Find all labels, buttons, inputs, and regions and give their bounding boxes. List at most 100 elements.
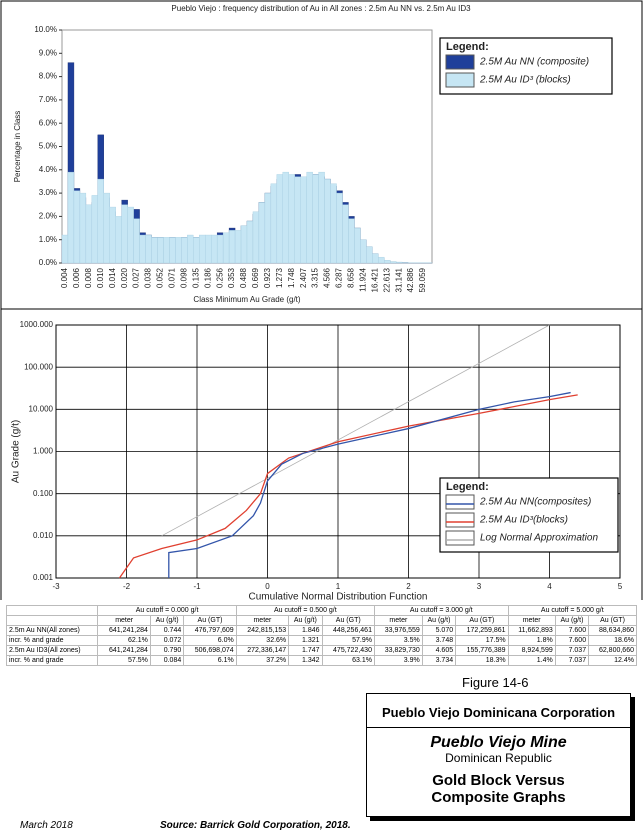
table-cell: meter [235,615,290,626]
x-tick-label: 0 [265,582,270,591]
table-cell: 0.084 [149,655,185,666]
bar [115,216,122,264]
table-row: incr. % and grade 57.5% 0.084 6.1% 37.2% 1.34… [5,655,637,666]
y-tick-label: 1.000 [33,447,54,456]
x-tick-label: 0.186 [203,267,212,288]
title-line: Gold Block Versus [432,772,565,790]
table-cell: 475,722,430 [321,645,375,656]
date: March 2018 [20,820,73,831]
table-cell: meter [507,615,556,626]
table-cell: 63.1% [321,655,375,666]
table-cell: Au cutoff = 0.500 g/t [235,605,375,616]
bar [342,204,349,264]
table-row: meter Au (g/t) Au (GT) meter Au (g/t) Au (GT)… [5,615,637,626]
bar [222,232,230,264]
table-cell: 11,662,893 [507,625,556,636]
x-tick-label: 5 [618,582,623,591]
x-tick-label: 59.059 [418,267,427,292]
y-tick-label: 0.010 [33,531,54,540]
bar [318,171,325,264]
bar [312,174,319,264]
bar [390,261,397,264]
bar [157,237,164,264]
table-cell: Au (GT) [455,615,509,626]
x-tick-label: 22.613 [382,267,391,292]
bar [276,174,284,264]
bar [121,204,128,264]
table-cell: 1.321 [288,635,323,646]
table-cell: Au (g/t) [421,615,457,626]
x-tick-label: 11.924 [358,267,367,291]
bar [216,234,224,264]
table-cell: 476,797,609 [183,625,237,636]
y-tick-label: 1.0% [39,235,57,244]
table-cell [5,605,99,616]
x-tick-label: 0.923 [263,267,272,288]
bar [175,237,182,264]
table-row: 2.5m Au ID3(All zones) 641,241,284 0.790 50… [5,645,637,656]
table-cell: 448,256,461 [321,625,375,636]
bar [91,195,99,264]
x-tick-label: 0.135 [191,267,200,288]
bar [264,192,272,264]
table-cell: 6.1% [183,655,237,666]
table-cell: 57.5% [97,655,151,666]
table-cell: Au (GT) [588,615,637,626]
series-line [161,324,550,537]
bar [384,260,391,264]
table-cell: 18.3% [455,655,509,666]
y-tick-label: 0.0% [39,258,57,267]
y-tick-label: 6.0% [39,118,57,127]
x-tick-label: 0.027 [132,267,141,288]
x-tick-label: 0.020 [120,267,129,288]
source: Source: Barrick Gold Corporation, 2018. [160,820,351,831]
y-tick-label: 10.000 [29,404,54,413]
table-cell: 506,698,074 [183,645,237,656]
table-cell: incr. % and grade [5,635,99,646]
y-tick-label: 8.0% [39,72,57,81]
bar [79,192,87,264]
table-cell: Au (g/t) [554,615,590,626]
y-tick-label: 10.0% [34,25,57,34]
bar [330,183,337,264]
y-tick-label: 1000.000 [20,320,54,329]
bar [169,237,176,264]
table-cell: 62,800,660 [588,645,637,656]
bar [181,237,188,264]
table-cell: 88,634,860 [588,625,637,636]
x-tick-label: -1 [193,582,201,591]
bar [378,256,385,264]
table-cell: 7.037 [554,655,590,666]
x-tick-label: 0.004 [60,267,69,288]
x-tick-label: 16.421 [370,267,379,292]
table-row: incr. % and grade 62.1% 0.072 6.0% 32.6% 1.32… [5,635,637,646]
x-tick-label: -2 [123,582,131,591]
cutoff-table: Au cutoff = 0.000 g/t Au cutoff = 0.500 g… [5,605,638,666]
table-cell: 242,815,153 [235,625,290,636]
table-cell: 272,336,147 [235,645,290,656]
bar [395,261,403,264]
bar [246,220,254,264]
legend-label: Log Normal Approximation [480,533,598,544]
x-axis-label: Class Minimum Au Grade (g/t) [193,295,300,304]
bar [228,230,236,264]
y-axis-label: Percentage in Class [13,111,22,183]
table-cell: meter [373,615,423,626]
bar [199,234,206,264]
bar [97,178,104,264]
x-tick-label: 0.071 [168,267,177,288]
table-cell: 2.5m Au NN(All zones) [5,625,99,636]
x-tick-label: 1 [336,582,341,591]
x-tick-label: 2.407 [299,267,308,288]
x-tick-label: 0.008 [84,267,93,288]
bar [324,178,331,264]
x-axis-label: Cumulative Normal Distribution Function [249,592,428,600]
x-tick-label: 0.669 [251,267,260,288]
x-tick-label: -3 [52,582,60,591]
x-tick-label: 0.006 [72,267,81,288]
mine: Pueblo Viejo Mine [430,733,567,751]
table-cell: 37.2% [235,655,290,666]
table-row: Au cutoff = 0.000 g/t Au cutoff = 0.500 g… [5,605,638,616]
x-tick-label: 0.014 [108,267,117,288]
bar [336,192,343,264]
